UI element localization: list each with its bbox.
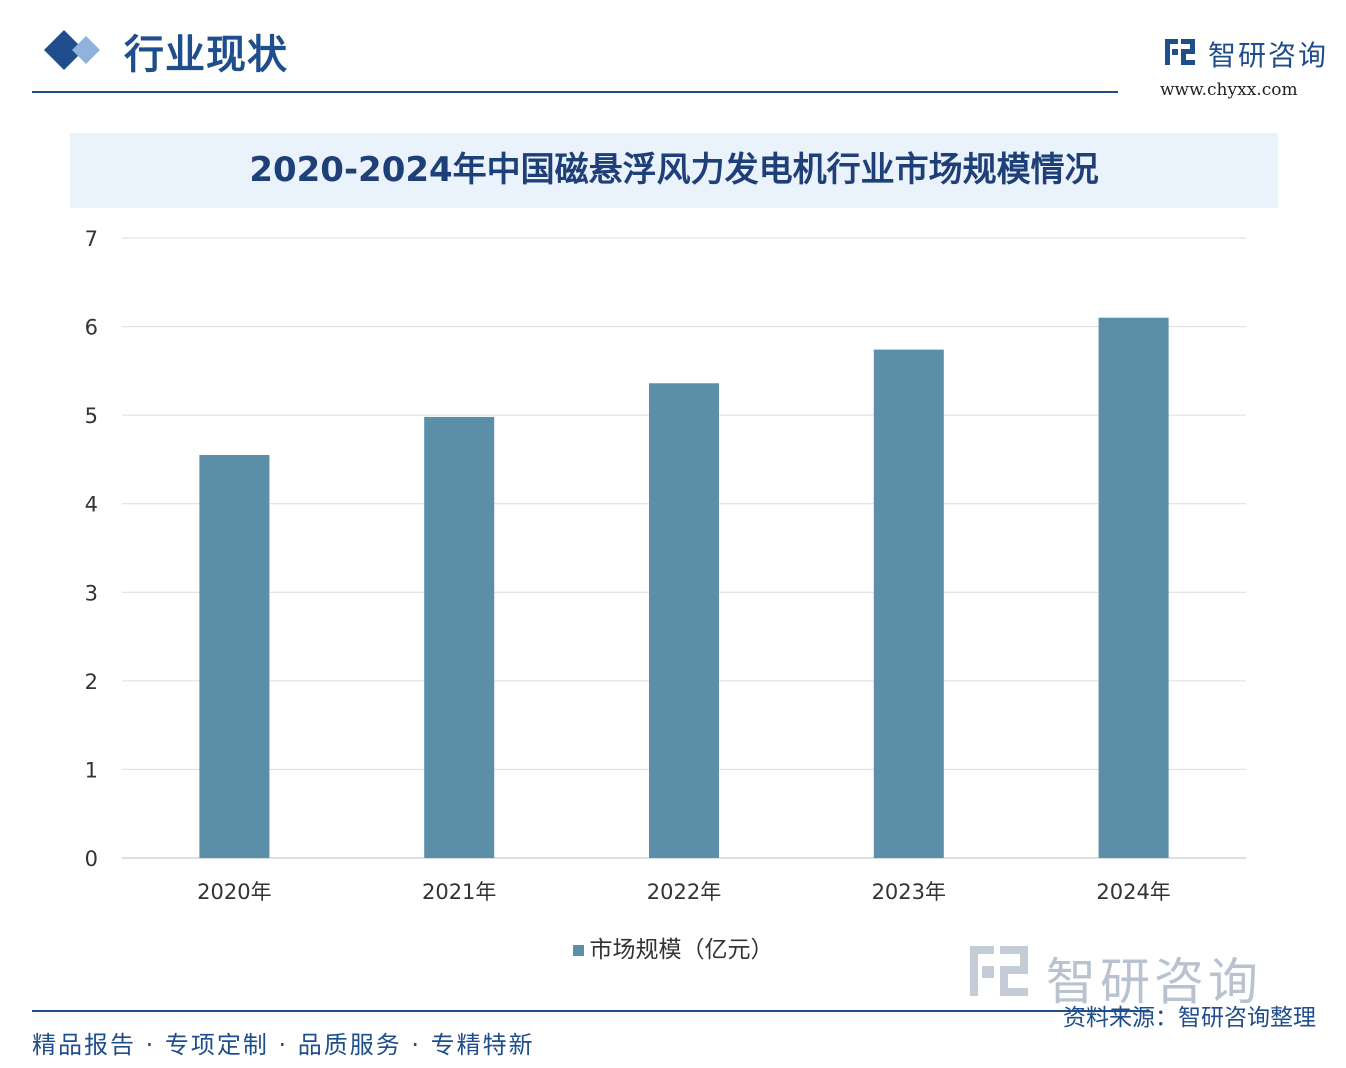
header-divider <box>32 91 1118 93</box>
watermark-logo-icon <box>970 946 1028 996</box>
x-tick-label: 2023年 <box>872 880 946 904</box>
x-tick-label: 2024年 <box>1096 880 1170 904</box>
x-tick-label: 2020年 <box>197 880 271 904</box>
x-tick-label: 2021年 <box>422 880 496 904</box>
y-tick-label: 0 <box>85 847 98 871</box>
x-tick-label: 2022年 <box>647 880 721 904</box>
legend-label: 市场规模（亿元） <box>589 937 774 963</box>
bar <box>424 416 495 858</box>
y-tick-label: 5 <box>85 404 98 428</box>
y-tick-label: 7 <box>85 227 98 251</box>
bar <box>199 455 270 858</box>
y-tick-label: 3 <box>85 581 98 605</box>
watermark-brand-text: 智研咨询 <box>1046 953 1262 1011</box>
bar-chart: 0 1 2 3 4 5 6 7 2020年 2021年 2022年 2023年 2024年 <box>85 227 1246 904</box>
y-tick-label: 1 <box>85 758 98 782</box>
footer-divider <box>32 1010 1150 1012</box>
brand-name: 智研咨询 <box>1208 39 1329 72</box>
section-title: 行业现状 <box>124 32 288 78</box>
bar <box>873 349 944 858</box>
footer-tagline: 精品报告 · 专项定制 · 品质服务 · 专精特新 <box>32 1031 535 1059</box>
bar <box>1098 317 1169 858</box>
y-tick-label: 2 <box>85 670 98 694</box>
legend-swatch <box>572 945 584 956</box>
title-banner <box>70 133 1278 208</box>
brand-url: www.chyxx.com <box>1160 80 1298 100</box>
y-tick-label: 4 <box>85 493 98 517</box>
brand-logo-icon <box>1165 39 1195 65</box>
legend: 市场规模（亿元） <box>0 930 1346 964</box>
diamond-icon <box>44 30 100 70</box>
y-tick-label: 6 <box>85 316 98 340</box>
chart-title: 2020-2024年中国磁悬浮风力发电机行业市场规模情况 <box>249 150 1099 190</box>
bar <box>649 383 719 858</box>
source-note: 资料来源：智研咨询整理 <box>1063 1005 1316 1031</box>
